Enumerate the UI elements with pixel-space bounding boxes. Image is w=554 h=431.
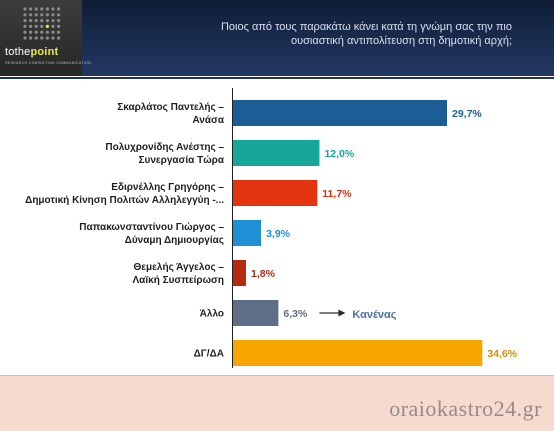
logo-dot	[34, 13, 38, 17]
logo-dot	[34, 30, 38, 34]
category-label: Παπακωνσταντίνου Γιώργος – Δύναμη Δημιουρ…	[79, 222, 224, 246]
logo-dot	[51, 7, 55, 11]
watermark: oraiokastro24.gr	[389, 396, 542, 421]
logo-dot	[34, 19, 38, 23]
category-label-line: Εδιρνέλλης Γρηγόρης –	[111, 182, 224, 193]
logo-dot	[45, 36, 49, 40]
bars	[233, 100, 483, 366]
category-label-line: Δημοτική Κίνηση Πολιτών Αλληλεγγύη -...	[25, 195, 224, 206]
logo-dot	[57, 36, 61, 40]
logo-dot	[57, 24, 61, 28]
logo-dot	[29, 30, 33, 34]
value-label: 1,8%	[251, 268, 276, 280]
bar	[233, 340, 483, 366]
logo-dot	[29, 24, 33, 28]
logo-dot	[45, 7, 49, 11]
logo-dot	[23, 30, 27, 34]
category-label: Άλλο	[200, 309, 224, 320]
logo-tagline: RESEARCH CONSULTING COMMUNICATION	[5, 61, 92, 65]
logo-dot	[40, 30, 44, 34]
logo-dot	[51, 19, 55, 23]
logo-dot	[57, 19, 61, 23]
logo-dot	[40, 7, 44, 11]
category-label: Θεμελής Άγγελος – Λαϊκή Συσπείρωση	[133, 262, 225, 286]
header-divider	[0, 77, 554, 79]
value-label: 6,3%	[283, 308, 308, 320]
logo-dot	[57, 7, 61, 11]
logo-dot	[51, 30, 55, 34]
value-label: 34,6%	[487, 348, 517, 360]
logo-dot	[45, 24, 49, 28]
bar-chart: Σκαρλάτος Παντελής – Ανάσα Πολυχρονίδης Αν…	[25, 88, 518, 368]
logo-dot	[29, 19, 33, 23]
category-label-line: Άλλο	[200, 309, 224, 320]
logo-dot	[34, 24, 38, 28]
footer-band: oraiokastro24.gr	[0, 375, 554, 431]
logo-dot	[40, 36, 44, 40]
logo-dot	[40, 24, 44, 28]
logo-dot	[23, 36, 27, 40]
category-label-line: ΔΓ/ΔΑ	[194, 349, 224, 360]
logo-dot	[29, 36, 33, 40]
value-label: 29,7%	[452, 108, 482, 120]
logo-dot	[29, 7, 33, 11]
category-label-line: Συνεργασία Τώρα	[139, 155, 225, 166]
category-label: Πολυχρονίδης Ανέστης – Συνεργασία Τώρα	[105, 142, 224, 166]
logo-dot	[40, 13, 44, 17]
category-labels: Σκαρλάτος Παντελής – Ανάσα Πολυχρονίδης Αν…	[25, 102, 225, 360]
logo-dot	[57, 30, 61, 34]
bar	[233, 140, 320, 166]
logo: tothepoint RESEARCH CONSULTING COMMUNICA…	[0, 0, 91, 76]
logo-dot	[40, 19, 44, 23]
annotation-text: Κανένας	[352, 309, 396, 321]
category-label: Σκαρλάτος Παντελής – Ανάσα	[117, 102, 225, 126]
value-labels: 29,7% 12,0% 11,7% 3,9% 1,8% 6,3% 34,6%	[251, 108, 518, 360]
logo-dot	[45, 13, 49, 17]
logo-dots-icon	[23, 7, 61, 40]
arrow-head-icon	[338, 309, 346, 317]
category-label-line: Πολυχρονίδης Ανέστης –	[105, 142, 224, 153]
category-label: ΔΓ/ΔΑ	[194, 349, 224, 360]
logo-dot	[29, 13, 33, 17]
logo-dot	[51, 13, 55, 17]
logo-dot	[34, 36, 38, 40]
category-label-line: Θεμελής Άγγελος –	[134, 262, 225, 273]
bar	[233, 100, 447, 126]
bar	[233, 300, 279, 326]
logo-dot	[23, 24, 27, 28]
logo-dot	[51, 24, 55, 28]
bar	[233, 260, 246, 286]
annotation: Κανένας	[319, 309, 397, 321]
logo-dot	[51, 36, 55, 40]
logo-dot	[23, 7, 27, 11]
category-label: Εδιρνέλλης Γρηγόρης – Δημοτική Κίνηση Πολ…	[25, 182, 224, 206]
logo-dot	[45, 30, 49, 34]
logo-dot	[34, 7, 38, 11]
logo-dot	[57, 13, 61, 17]
bar	[233, 220, 262, 246]
survey-question: Ποιος από τους παρακάτω κάνει κατά τη γν…	[220, 21, 512, 47]
header-banner: tothepoint RESEARCH CONSULTING COMMUNICA…	[0, 0, 554, 76]
logo-dot	[23, 19, 27, 23]
category-label-line: Λαϊκή Συσπείρωση	[133, 275, 224, 286]
logo-dot	[45, 19, 49, 23]
category-label-line: Δύναμη Δημιουργίας	[125, 235, 224, 246]
category-label-line: Ανάσα	[192, 115, 224, 126]
value-label: 11,7%	[322, 188, 352, 200]
value-label: 12,0%	[324, 148, 354, 160]
bar	[233, 180, 318, 206]
logo-wordmark: tothepoint	[5, 46, 59, 58]
value-label: 3,9%	[266, 228, 291, 240]
logo-dot	[23, 13, 27, 17]
category-label-line: Σκαρλάτος Παντελής –	[117, 102, 224, 113]
category-label-line: Παπακωνσταντίνου Γιώργος –	[79, 222, 224, 233]
